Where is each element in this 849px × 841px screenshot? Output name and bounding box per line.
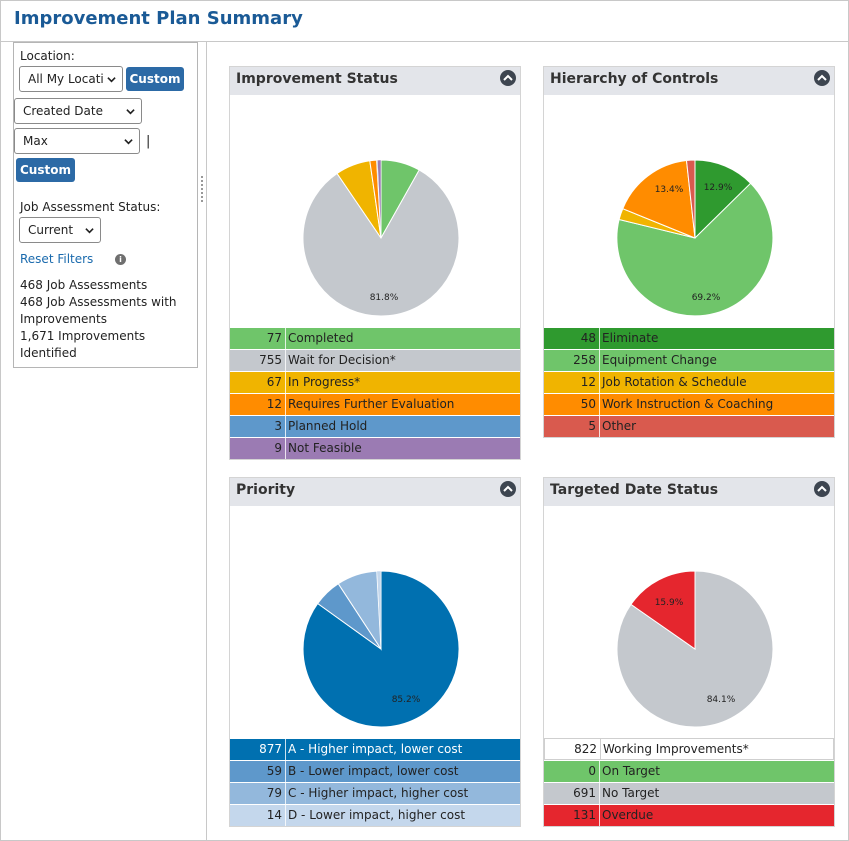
legend-row[interactable]: 5 Other <box>544 415 834 437</box>
legend-row[interactable]: 877 A - Higher impact, lower cost <box>230 738 520 760</box>
pie-chart: 12.9% 13.4% 69.2% <box>544 95 834 327</box>
card-header: Hierarchy of Controls <box>544 67 834 95</box>
assessment-status-label: Job Assessment Status: <box>20 200 161 214</box>
card-header: Priority <box>230 478 520 506</box>
legend: 822 Working Improvements* 0 On Target 691 N… <box>544 738 834 826</box>
legend-row[interactable]: 48 Eliminate <box>544 327 834 349</box>
legend-row[interactable]: 12 Job Rotation & Schedule <box>544 371 834 393</box>
chevron-down-icon <box>107 77 116 83</box>
collapse-up-icon[interactable] <box>814 70 830 86</box>
collapse-up-icon[interactable] <box>814 481 830 497</box>
legend-row[interactable]: 9 Not Feasible <box>230 437 520 459</box>
stat-improvements-identified: 1,671 Improvements <box>20 329 146 343</box>
pie-slice-work-instruction <box>622 159 696 239</box>
date-field-select[interactable]: Created Date <box>14 98 142 124</box>
legend-row[interactable]: 0 On Target <box>544 760 834 782</box>
card-title: Hierarchy of Controls <box>550 71 719 87</box>
legend: 877 A - Higher impact, lower cost 59 B - L… <box>230 738 520 826</box>
collapse-up-icon[interactable] <box>500 70 516 86</box>
pie-chart: 15.9% 84.1% <box>544 506 834 738</box>
pie-label-no-target: 84.1% <box>707 695 736 705</box>
legend-row[interactable]: 822 Working Improvements* <box>544 738 834 760</box>
chevron-down-icon <box>126 109 135 115</box>
legend-row[interactable]: 131 Overdue <box>544 804 834 826</box>
improvement-status-card: Improvement Status 81.8% 77 Completed 755… <box>229 66 521 460</box>
resize-handle[interactable] <box>199 176 205 206</box>
legend: 77 Completed 755 Wait for Decision* 67 In P… <box>230 327 520 459</box>
card-header: Targeted Date Status <box>544 478 834 506</box>
card-title: Improvement Status <box>236 71 398 87</box>
legend-row[interactable]: 258 Equipment Change <box>544 349 834 371</box>
pie-slice-eliminate <box>694 159 752 240</box>
hierarchy-of-controls-card: Hierarchy of Controls 12.9% 13.4% 69.2% … <box>543 66 835 438</box>
panel-divider <box>206 42 207 841</box>
legend-row[interactable]: 59 B - Lower impact, lower cost <box>230 760 520 782</box>
reset-filters-link[interactable]: Reset Filters <box>20 252 94 266</box>
collapse-up-icon[interactable] <box>500 481 516 497</box>
location-custom-button[interactable]: Custom <box>126 67 184 91</box>
filters-panel: Location: All My Locati Custom Created D… <box>13 42 198 368</box>
page-title: Improvement Plan Summary <box>14 8 303 29</box>
location-select[interactable]: All My Locati <box>19 66 123 92</box>
info-icon[interactable]: i <box>115 254 126 265</box>
card-title: Targeted Date Status <box>550 482 719 498</box>
pie-label-overdue: 15.9% <box>655 598 684 608</box>
card-title: Priority <box>236 482 296 498</box>
pie-slice-overdue <box>630 570 696 650</box>
legend-row[interactable]: 50 Work Instruction & Coaching <box>544 393 834 415</box>
stat-job-assessments: 468 Job Assessments <box>20 278 148 292</box>
pie-label-equipment-change: 69.2% <box>692 293 721 303</box>
title-divider <box>0 41 849 42</box>
legend-row[interactable]: 755 Wait for Decision* <box>230 349 520 371</box>
pie-label-work-instruction: 13.4% <box>655 185 684 195</box>
stat-improvements-identified-2: Identified <box>20 346 77 360</box>
legend-row[interactable]: 77 Completed <box>230 327 520 349</box>
location-label: Location: <box>20 49 75 63</box>
card-header: Improvement Status <box>230 67 520 95</box>
chevron-down-icon <box>124 139 133 145</box>
pie-label-wait-for-decision: 81.8% <box>370 293 399 303</box>
pie-slice-wait-for-decision <box>302 169 460 317</box>
legend-row[interactable]: 67 In Progress* <box>230 371 520 393</box>
chevron-down-icon <box>85 228 94 234</box>
pie-label-eliminate: 12.9% <box>704 183 733 193</box>
date-custom-button[interactable]: Custom <box>16 158 75 182</box>
targeted-date-status-card: Targeted Date Status 15.9% 84.1% 822 Work… <box>543 477 835 827</box>
priority-card: Priority 85.2% 877 A - Higher impact, low… <box>229 477 521 827</box>
legend-row[interactable]: 12 Requires Further Evaluation <box>230 393 520 415</box>
assessment-status-select[interactable]: Current <box>19 217 101 243</box>
pie-chart: 85.2% <box>230 506 520 738</box>
date-range-select[interactable]: Max <box>14 128 140 154</box>
legend-row[interactable]: 691 No Target <box>544 782 834 804</box>
pie-label-a: 85.2% <box>392 695 421 705</box>
legend-row[interactable]: 3 Planned Hold <box>230 415 520 437</box>
pie-slice-equipment-change <box>616 182 774 317</box>
legend: 48 Eliminate 258 Equipment Change 12 Job Ro… <box>544 327 834 437</box>
legend-row[interactable]: 79 C - Higher impact, higher cost <box>230 782 520 804</box>
pie-slice-d <box>376 570 382 650</box>
pie-slice-not-feasible <box>377 159 382 239</box>
separator-text: | <box>146 134 151 149</box>
stat-assessments-with-improvements: 468 Job Assessments with <box>20 295 177 309</box>
stat-assessments-with-improvements-2: Improvements <box>20 312 107 326</box>
legend-row[interactable]: 14 D - Lower impact, higher cost <box>230 804 520 826</box>
pie-slice-other <box>685 159 696 239</box>
pie-chart: 81.8% <box>230 95 520 327</box>
